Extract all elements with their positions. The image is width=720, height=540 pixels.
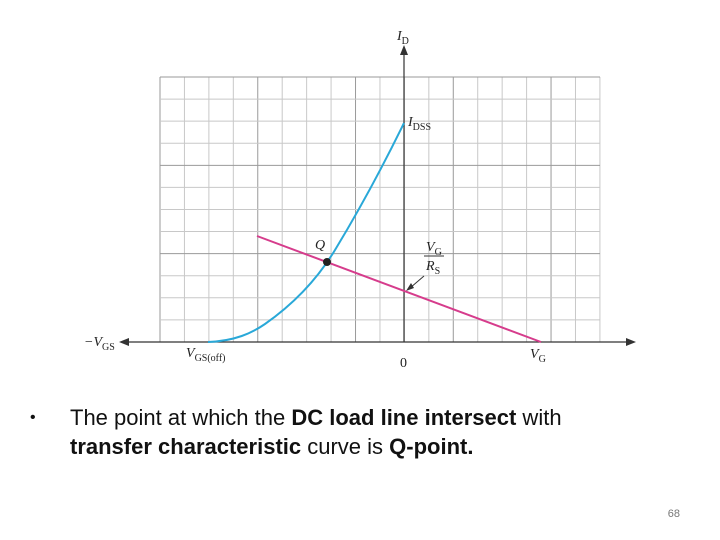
vgs-off-label: VGS(off)	[186, 346, 226, 364]
arrow	[626, 338, 636, 346]
arrow	[400, 45, 408, 55]
bullet-text: The point at which the DC load line inte…	[30, 403, 710, 461]
text: The point at which the	[70, 405, 292, 430]
page-number: 68	[667, 508, 680, 520]
bold-text: Q-point.	[389, 434, 474, 459]
arrow	[406, 283, 414, 291]
idss-label: IDSS	[407, 115, 431, 133]
arrow	[119, 338, 129, 346]
bold-text: transfer characteristic	[70, 434, 302, 459]
x-axis-label: −VGS	[84, 335, 115, 353]
grid	[159, 76, 601, 343]
q-point	[323, 258, 331, 266]
text: curve is	[301, 434, 390, 459]
bold-text: DC load line intersect	[291, 405, 517, 430]
vg-label: VG	[530, 347, 546, 365]
y-axis-label: ID	[396, 29, 409, 47]
fraction-denominator: RS	[425, 259, 440, 277]
origin-label: 0	[400, 356, 407, 371]
bullet-line: transfer characteristic curve is Q-point…	[30, 432, 710, 461]
q-label: Q	[315, 238, 325, 253]
load-line	[256, 235, 542, 343]
transfer-curve	[207, 122, 405, 343]
fraction-numerator: VG	[426, 240, 442, 258]
text: with	[516, 405, 562, 430]
diagram: ID −VGS 0 IDSS Q VGS(off) VG VG RS	[84, 29, 636, 371]
bullet-line: The point at which the DC load line inte…	[30, 403, 710, 432]
